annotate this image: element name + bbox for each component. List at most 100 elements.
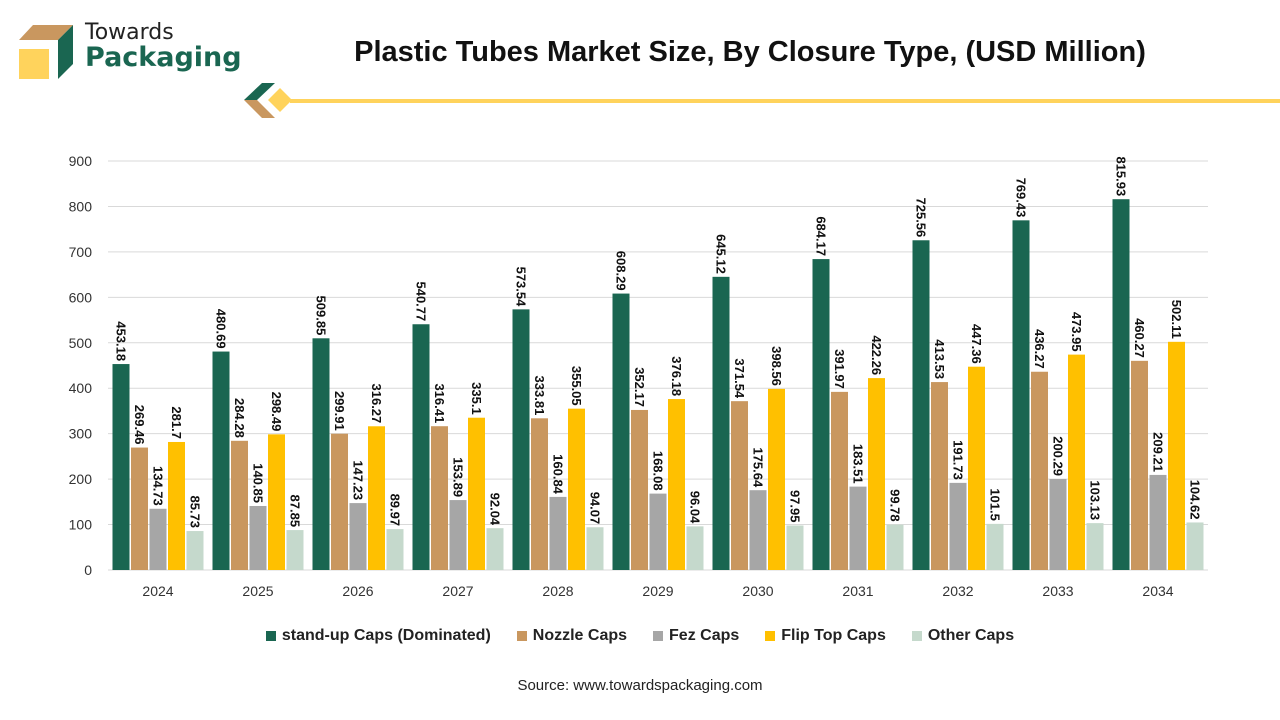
logo-text-packaging: Packaging bbox=[85, 42, 242, 73]
data-label: 96.04 bbox=[688, 491, 703, 524]
bar bbox=[912, 240, 930, 570]
bar bbox=[349, 503, 367, 570]
logo-box-icon bbox=[19, 25, 73, 79]
data-label: 94.07 bbox=[588, 492, 603, 525]
x-tick-label: 2025 bbox=[242, 583, 273, 599]
bar bbox=[512, 309, 530, 570]
logo-text-towards: Towards bbox=[85, 20, 174, 45]
y-tick-label: 500 bbox=[69, 335, 93, 351]
bar bbox=[868, 378, 885, 570]
bar bbox=[831, 391, 848, 570]
bar bbox=[1168, 341, 1185, 570]
y-tick-label: 0 bbox=[84, 562, 92, 578]
bar bbox=[786, 525, 804, 570]
data-label: 502.11 bbox=[1169, 300, 1184, 339]
bar bbox=[712, 276, 730, 570]
data-label: 645.12 bbox=[714, 234, 729, 274]
data-label: 608.29 bbox=[614, 251, 629, 291]
bar bbox=[1086, 523, 1104, 570]
legend-label: Nozzle Caps bbox=[532, 627, 628, 644]
bar bbox=[1049, 478, 1067, 570]
bar bbox=[849, 486, 867, 570]
data-label: 89.97 bbox=[388, 494, 403, 527]
legend-label: Fez Caps bbox=[669, 627, 740, 644]
y-tick-label: 400 bbox=[69, 380, 93, 396]
x-tick-label: 2029 bbox=[642, 583, 673, 599]
bar bbox=[931, 382, 948, 570]
bar bbox=[531, 418, 548, 570]
bar bbox=[749, 490, 767, 570]
legend-swatch bbox=[911, 631, 922, 641]
x-tick-label: 2034 bbox=[1142, 583, 1173, 599]
data-label: 447.36 bbox=[969, 324, 984, 364]
data-label: 335.1 bbox=[469, 382, 484, 415]
bar bbox=[286, 530, 304, 570]
data-label: 316.27 bbox=[369, 384, 384, 424]
data-label: 376.18 bbox=[669, 356, 684, 396]
data-label: 284.28 bbox=[232, 398, 247, 438]
data-label: 684.17 bbox=[814, 216, 829, 256]
legend-item: Other Caps bbox=[911, 627, 1014, 645]
bar bbox=[231, 440, 248, 570]
legend-swatch bbox=[265, 631, 276, 641]
y-tick-label: 700 bbox=[69, 244, 93, 260]
legend-item: Nozzle Caps bbox=[516, 627, 628, 645]
bar bbox=[768, 388, 785, 570]
x-tick-label: 2028 bbox=[542, 583, 573, 599]
x-tick-label: 2032 bbox=[942, 583, 973, 599]
data-label: 183.51 bbox=[851, 444, 866, 484]
data-label: 453.18 bbox=[114, 321, 129, 361]
data-label: 352.17 bbox=[632, 367, 647, 407]
legend-swatch bbox=[653, 631, 664, 641]
data-label: 725.56 bbox=[914, 198, 929, 238]
legend-swatch bbox=[765, 631, 776, 641]
bar bbox=[586, 527, 604, 570]
legend-item: Fez Caps bbox=[653, 627, 739, 645]
bar bbox=[649, 493, 667, 570]
data-label: 200.29 bbox=[1051, 436, 1066, 476]
data-label: 175.64 bbox=[751, 447, 766, 488]
source-text: Source: www.towardspackaging.com bbox=[517, 677, 763, 694]
x-tick-label: 2030 bbox=[742, 583, 773, 599]
data-label: 140.85 bbox=[251, 463, 266, 503]
data-label: 333.81 bbox=[532, 376, 547, 416]
bar bbox=[968, 366, 985, 570]
bar bbox=[249, 505, 267, 570]
bar bbox=[668, 399, 685, 570]
bar bbox=[131, 447, 148, 570]
legend-label: Flip Top Caps bbox=[781, 627, 886, 644]
x-tick-label: 2033 bbox=[1042, 583, 1073, 599]
y-tick-label: 600 bbox=[69, 289, 93, 305]
bar bbox=[986, 523, 1004, 570]
bar bbox=[168, 441, 185, 570]
bar bbox=[368, 426, 385, 570]
bar bbox=[112, 364, 130, 570]
data-label: 573.54 bbox=[514, 267, 529, 308]
data-label: 97.95 bbox=[788, 490, 803, 523]
bar bbox=[1012, 220, 1030, 571]
bar bbox=[449, 500, 467, 570]
data-label: 391.97 bbox=[832, 349, 847, 389]
data-label: 540.77 bbox=[414, 281, 429, 321]
bar bbox=[568, 408, 585, 570]
data-label: 168.08 bbox=[651, 451, 666, 491]
bar bbox=[149, 508, 167, 570]
bar bbox=[431, 426, 448, 570]
legend-item: Flip Top Caps bbox=[765, 627, 886, 645]
bar bbox=[812, 259, 830, 570]
y-tick-label: 900 bbox=[69, 153, 93, 169]
data-label: 147.23 bbox=[351, 460, 366, 500]
bar bbox=[949, 482, 967, 570]
bar bbox=[386, 529, 404, 570]
data-label: 191.73 bbox=[951, 440, 966, 480]
data-label: 815.93 bbox=[1114, 156, 1129, 196]
data-label: 85.73 bbox=[188, 495, 203, 528]
data-label: 209.21 bbox=[1151, 432, 1166, 472]
data-label: 509.85 bbox=[314, 296, 329, 336]
data-label: 92.04 bbox=[488, 493, 503, 526]
bar bbox=[1186, 522, 1204, 570]
bar bbox=[886, 524, 904, 570]
x-tick-label: 2027 bbox=[442, 583, 473, 599]
data-label: 299.91 bbox=[332, 391, 347, 431]
data-label: 160.84 bbox=[551, 454, 566, 495]
